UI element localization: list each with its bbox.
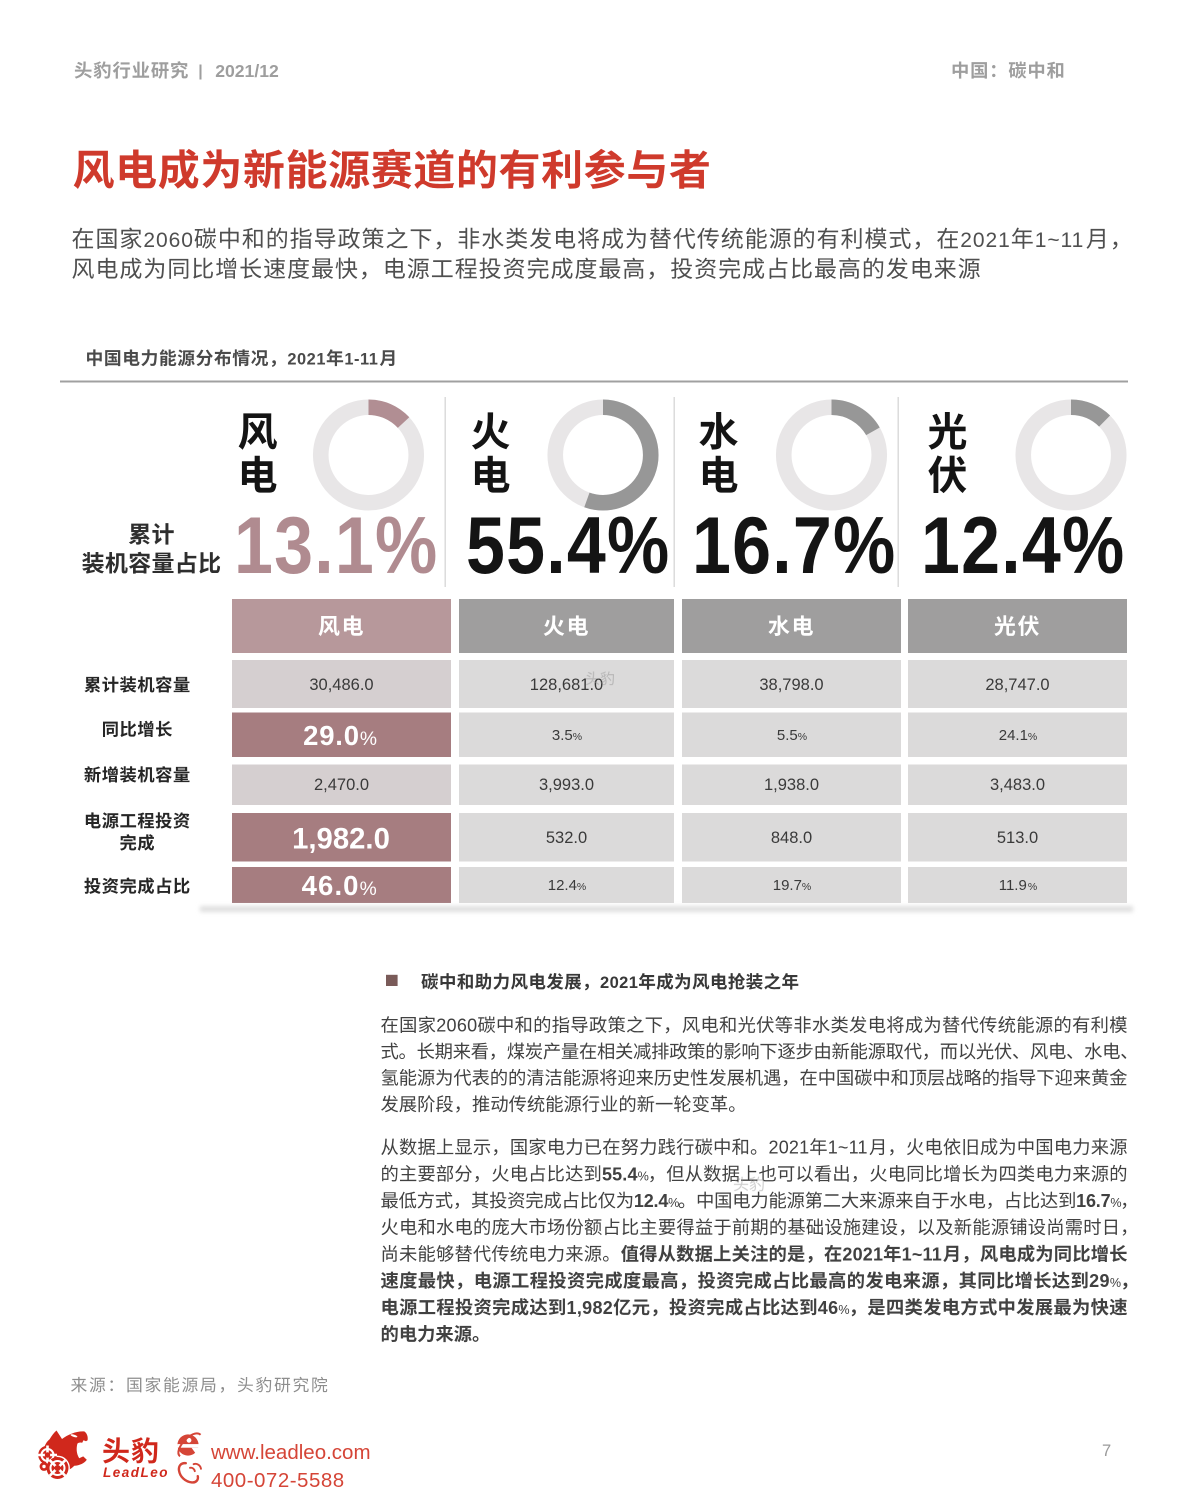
svg-text:24.1: 24.1 [999,727,1028,744]
svg-text:2060: 2060 [436,1016,477,1036]
svg-text:%: % [1028,881,1037,893]
svg-text:46.0: 46.0 [302,870,360,901]
svg-text:12.4: 12.4 [548,877,577,894]
svg-text:1,938.0: 1,938.0 [764,776,819,794]
svg-text:1,982.0: 1,982.0 [292,823,390,856]
svg-text:7: 7 [1102,1442,1111,1460]
svg-text:2060: 2060 [143,229,194,252]
svg-text:3,483.0: 3,483.0 [990,776,1045,794]
svg-text:2021/12: 2021/12 [215,61,279,81]
svg-text:LeadLeo: LeadLeo [103,1465,169,1480]
svg-text:38,798.0: 38,798.0 [759,676,823,694]
svg-text:2021: 2021 [769,1138,810,1158]
svg-text:28,747.0: 28,747.0 [985,676,1049,694]
svg-text:29: 29 [1089,1271,1110,1291]
svg-text:%: % [577,881,586,893]
svg-text:%: % [573,731,582,743]
svg-text:13.1%: 13.1% [234,500,438,590]
svg-text:16.7%: 16.7% [692,500,896,590]
svg-text:%: % [1110,1276,1121,1290]
svg-text:%: % [638,1169,649,1183]
svg-text:46: 46 [818,1298,839,1318]
svg-text:532.0: 532.0 [546,829,587,847]
svg-text:3,993.0: 3,993.0 [539,776,594,794]
svg-text:3.5: 3.5 [552,727,573,744]
svg-text:1~11: 1~11 [902,1244,942,1264]
svg-text:55.4: 55.4 [602,1164,638,1184]
svg-text:%: % [802,881,811,893]
svg-text:1-11: 1-11 [344,351,378,369]
svg-text:400-072-5588: 400-072-5588 [211,1469,345,1492]
svg-text:1~11: 1~11 [828,1138,868,1158]
svg-text:|: | [198,63,202,80]
svg-text:%: % [838,1303,849,1317]
svg-text:1~11: 1~11 [1035,229,1085,252]
svg-text:2021: 2021 [960,229,1011,252]
svg-text:11.9: 11.9 [999,877,1027,894]
svg-text:30,486.0: 30,486.0 [309,676,373,694]
svg-text:www.leadleo.com: www.leadleo.com [210,1441,371,1464]
svg-text:%: % [668,1196,679,1210]
svg-text:55.4%: 55.4% [466,500,670,590]
svg-text:%: % [1028,731,1037,743]
svg-text:2,470.0: 2,470.0 [314,776,369,794]
svg-text:513.0: 513.0 [997,829,1038,847]
svg-text:12.4: 12.4 [634,1191,668,1211]
svg-text:2021: 2021 [600,974,638,992]
svg-text:128,681.0: 128,681.0 [530,676,603,694]
svg-text:12.4%: 12.4% [921,500,1125,590]
svg-text:2021: 2021 [842,1244,883,1264]
svg-text:%: % [360,729,377,750]
svg-text:16.7: 16.7 [1076,1191,1110,1211]
svg-text:5.5: 5.5 [777,727,798,744]
svg-text:1,982: 1,982 [567,1298,614,1318]
svg-text:848.0: 848.0 [771,829,812,847]
svg-text:%: % [1110,1196,1121,1210]
svg-text:29.0: 29.0 [303,720,360,751]
svg-text:2021: 2021 [287,351,326,369]
svg-text:%: % [360,879,377,900]
svg-text:%: % [798,731,807,743]
svg-text:19.7: 19.7 [773,877,802,894]
